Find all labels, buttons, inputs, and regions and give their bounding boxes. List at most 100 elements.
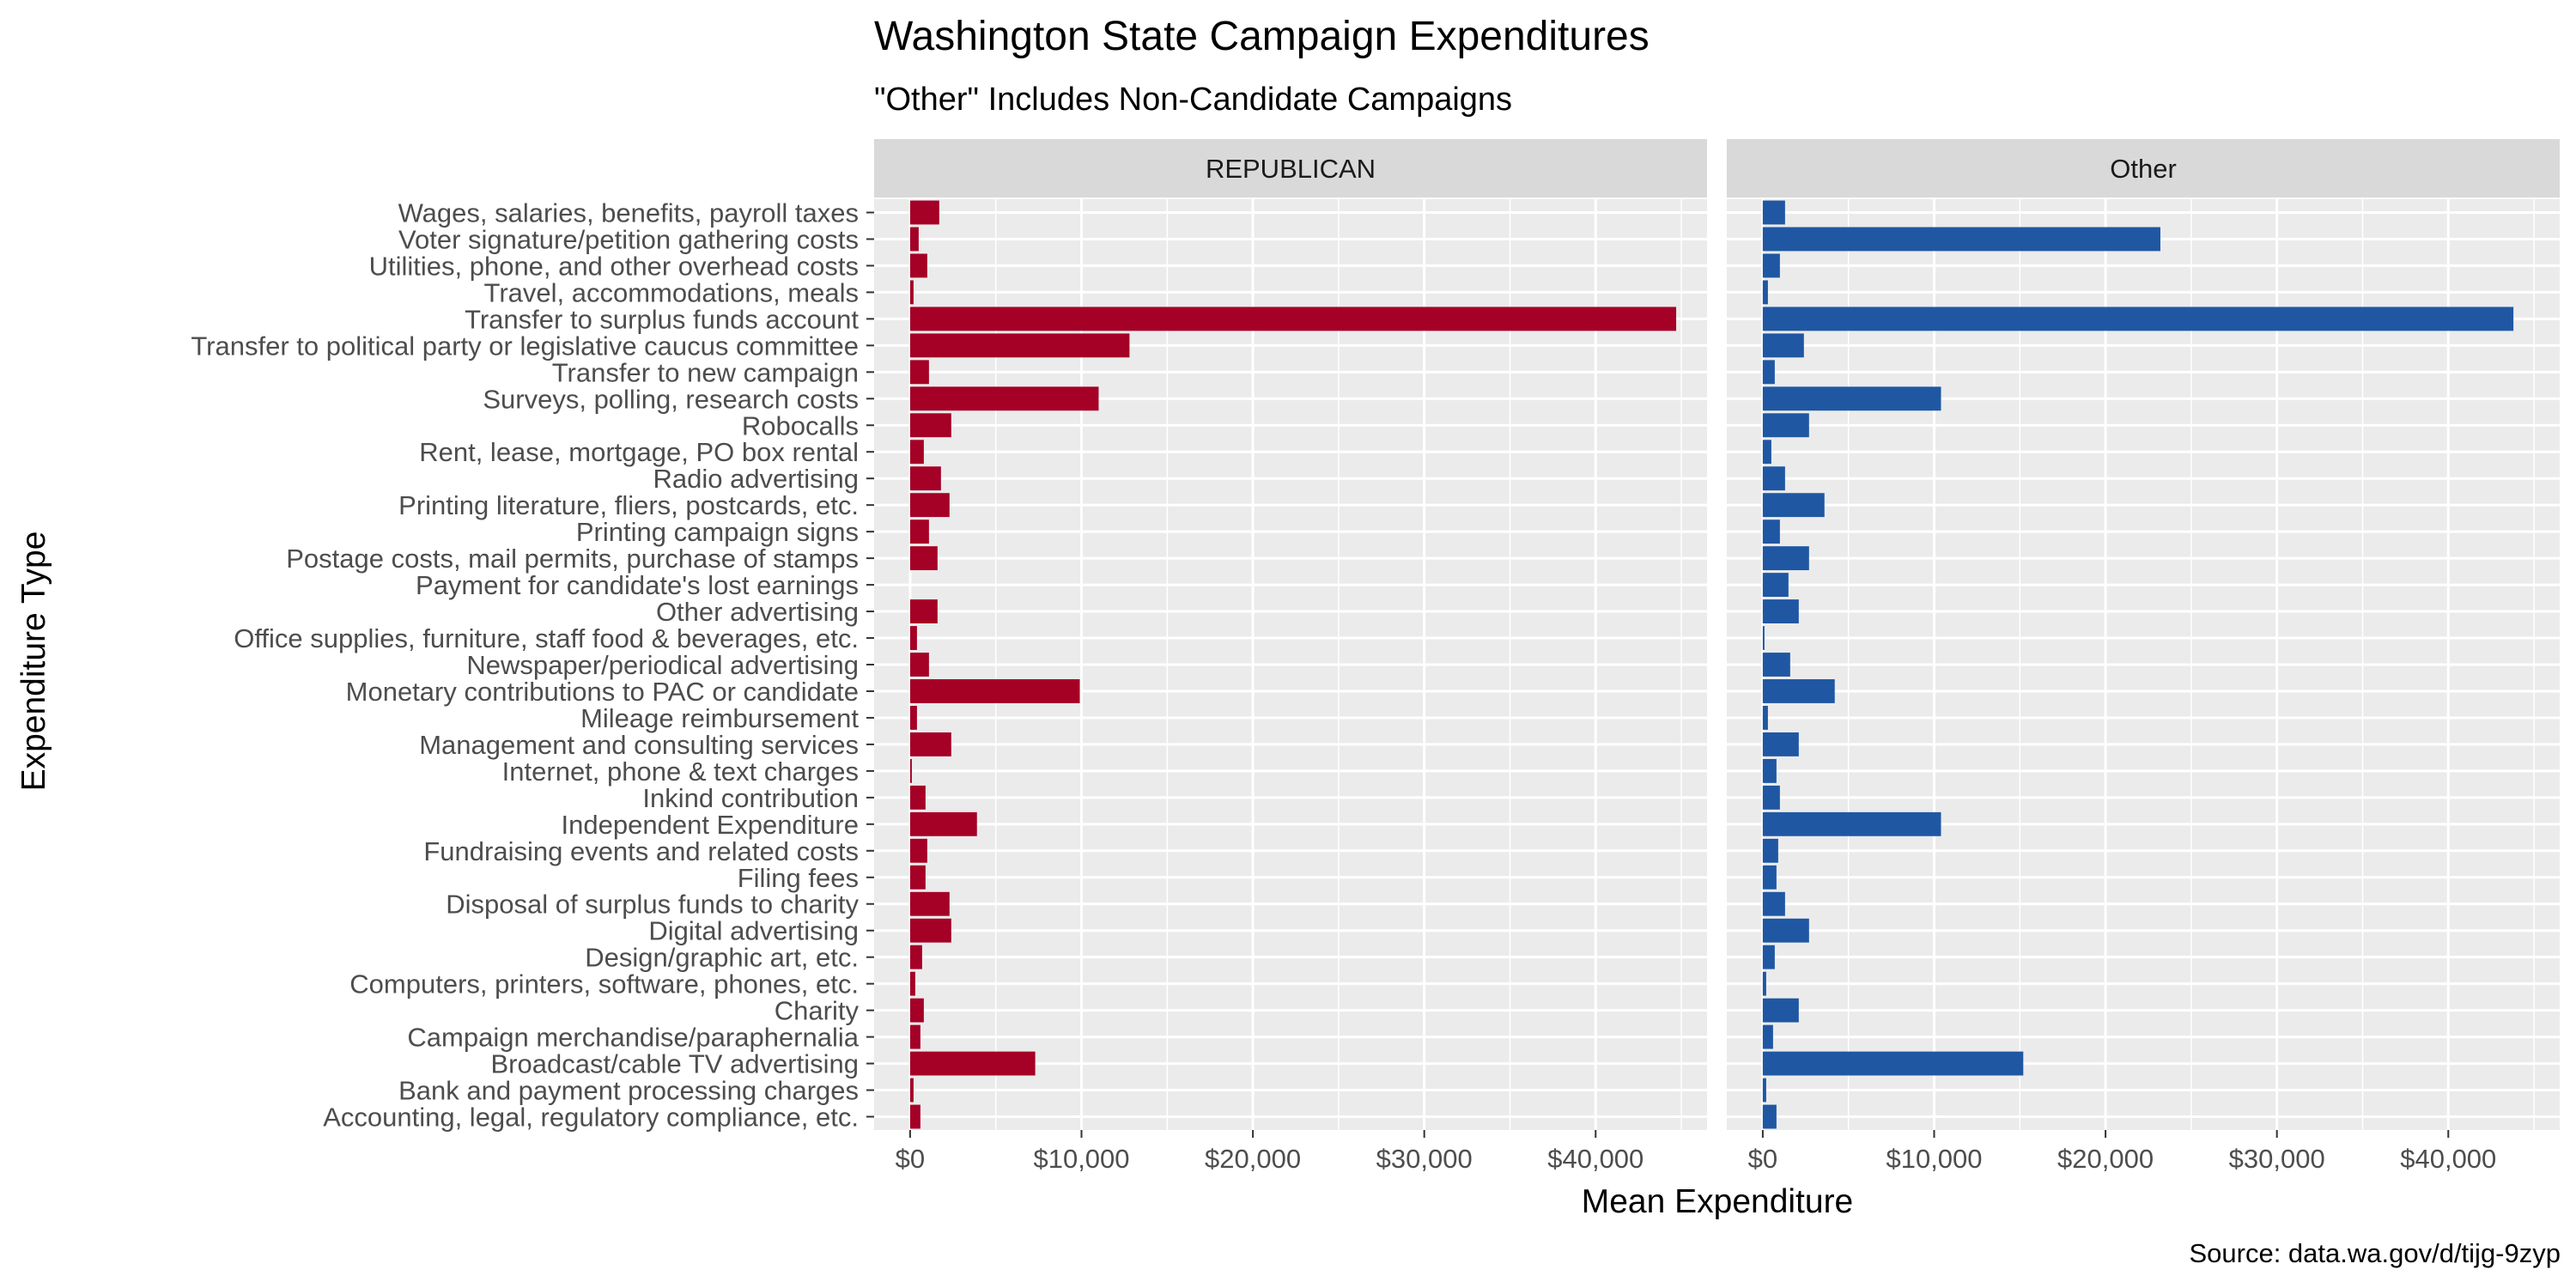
chart-subtitle: "Other" Includes Non-Candidate Campaigns <box>874 82 1512 118</box>
bar-other-printing-campaign-signs <box>1762 519 1780 544</box>
bar-republican-management-and-consulting-services <box>909 732 951 756</box>
bar-other-payment-for-candidate-s-lost-earnings <box>1762 573 1789 598</box>
bar-republican-voter-signature-petition-gathering-costs <box>909 227 919 252</box>
y-tick-label: Bank and payment processing charges <box>398 1076 859 1106</box>
bar-republican-independent-expenditure <box>909 811 977 836</box>
bar-other-printing-literature-fliers-postcards-etc <box>1762 493 1825 518</box>
bar-republican-accounting-legal-regulatory-compliance-etc <box>909 1104 920 1129</box>
bar-other-rent-lease-mortgage-po-box-rental <box>1762 440 1771 465</box>
bar-other-inkind-contribution <box>1762 785 1780 810</box>
y-tick-label: Mileage reimbursement <box>580 703 859 733</box>
y-tick-label: Fundraising events and related costs <box>423 836 859 866</box>
bar-republican-campaign-merchandise-paraphernalia <box>909 1024 920 1049</box>
bar-republican-other-advertising <box>909 599 938 623</box>
y-tick-label: Independent Expenditure <box>562 810 859 840</box>
y-tick-label: Utilities, phone, and other overhead cos… <box>369 251 859 281</box>
bar-republican-mileage-reimbursement <box>909 706 917 730</box>
bar-other-charity <box>1762 998 1799 1023</box>
bar-other-radio-advertising <box>1762 466 1785 491</box>
bar-republican-bank-and-payment-processing-charges <box>909 1078 914 1103</box>
bar-republican-postage-costs-mail-permits-purchase-of-stamps <box>909 546 938 571</box>
chart-title: Washington State Campaign Expenditures <box>874 14 1649 59</box>
bar-other-travel-accommodations-meals <box>1762 280 1768 305</box>
bar-other-bank-and-payment-processing-charges <box>1762 1078 1766 1103</box>
bar-other-monetary-contributions-to-pac-or-candidate <box>1762 679 1835 703</box>
y-axis-ticks: Wages, salaries, benefits, payroll taxes… <box>191 197 874 1133</box>
x-tick-label: $10,000 <box>1033 1144 1129 1174</box>
y-tick-label: Filing fees <box>738 863 859 893</box>
bar-other-filing-fees <box>1762 865 1777 890</box>
y-tick-label: Radio advertising <box>653 464 859 494</box>
bar-other-internet-phone-text-charges <box>1762 758 1777 783</box>
x-tick-label: $30,000 <box>1376 1144 1473 1174</box>
bar-republican-transfer-to-political-party-or-legislative-caucus-committee <box>909 333 1130 358</box>
y-tick-label: Disposal of surplus funds to charity <box>446 890 859 920</box>
y-tick-label: Printing literature, fliers, postcards, … <box>398 490 859 520</box>
bar-other-office-supplies-furniture-staff-food-beverages-etc <box>1762 626 1765 650</box>
x-tick-label: $40,000 <box>1547 1144 1643 1174</box>
y-tick-label: Rent, lease, mortgage, PO box rental <box>419 437 859 467</box>
y-tick-label: Computers, printers, software, phones, e… <box>349 969 859 999</box>
bar-republican-inkind-contribution <box>909 785 926 810</box>
x-tick-label: $0 <box>896 1144 925 1174</box>
bar-other-transfer-to-new-campaign <box>1762 360 1775 385</box>
x-tick-label: $30,000 <box>2229 1144 2325 1174</box>
y-tick-label: Broadcast/cable TV advertising <box>491 1049 860 1079</box>
bar-republican-radio-advertising <box>909 466 941 491</box>
bar-republican-rent-lease-mortgage-po-box-rental <box>909 440 924 465</box>
x-tick-label: $40,000 <box>2400 1144 2496 1174</box>
bar-other-design-graphic-art-etc <box>1762 945 1775 969</box>
y-tick-label: Surveys, polling, research costs <box>483 384 859 414</box>
bar-republican-robocalls <box>909 413 951 438</box>
y-tick-label: Accounting, legal, regulatory compliance… <box>323 1103 859 1133</box>
bar-republican-travel-accommodations-meals <box>909 280 914 305</box>
x-axis-title: Mean Expenditure <box>1582 1183 1854 1220</box>
bar-other-wages-salaries-benefits-payroll-taxes <box>1762 200 1785 225</box>
bar-other-independent-expenditure <box>1762 811 1941 836</box>
y-tick-label: Transfer to surplus funds account <box>465 304 859 334</box>
y-tick-label: Voter signature/petition gathering costs <box>398 224 859 254</box>
facet-strip <box>1727 139 2560 197</box>
bar-republican-disposal-of-surplus-funds-to-charity <box>909 891 950 916</box>
bar-republican-newspaper-periodical-advertising <box>909 653 929 677</box>
bar-other-disposal-of-surplus-funds-to-charity <box>1762 891 1785 916</box>
bar-other-postage-costs-mail-permits-purchase-of-stamps <box>1762 546 1809 571</box>
y-tick-label: Other advertising <box>656 597 859 627</box>
x-tick-label: $20,000 <box>1205 1144 1301 1174</box>
bar-republican-broadcast-cable-tv-advertising <box>909 1051 1036 1076</box>
y-tick-label: Management and consulting services <box>419 730 859 760</box>
bar-other-broadcast-cable-tv-advertising <box>1762 1051 2024 1076</box>
bar-republican-utilities-phone-and-other-overhead-costs <box>909 253 927 278</box>
y-tick-label: Transfer to new campaign <box>552 357 859 387</box>
bar-other-digital-advertising <box>1762 918 1809 943</box>
bar-other-voter-signature-petition-gathering-costs <box>1762 227 2160 252</box>
x-tick-label: $0 <box>1748 1144 1777 1174</box>
bar-republican-printing-literature-fliers-postcards-etc <box>909 493 950 518</box>
bar-republican-filing-fees <box>909 865 926 890</box>
bar-republican-charity <box>909 998 924 1023</box>
y-tick-label: Charity <box>775 996 860 1026</box>
bar-republican-fundraising-events-and-related-costs <box>909 838 927 863</box>
y-tick-label: Campaign merchandise/paraphernalia <box>407 1023 859 1053</box>
x-axis-ticks: $0 $10,000 $20,000 $30,000 $40,000 $0 $10,000 $… <box>896 1130 2496 1174</box>
x-tick-label: $10,000 <box>1886 1144 1982 1174</box>
bar-republican-internet-phone-text-charges <box>909 758 912 783</box>
y-tick-label: Robocalls <box>742 410 859 440</box>
y-tick-label: Travel, accommodations, meals <box>484 277 859 307</box>
bar-republican-design-graphic-art-etc <box>909 945 922 969</box>
facet-strip <box>874 139 1707 197</box>
x-tick-label: $20,000 <box>2057 1144 2154 1174</box>
y-tick-label: Wages, salaries, benefits, payroll taxes <box>398 197 859 228</box>
y-tick-label: Internet, phone & text charges <box>502 756 859 787</box>
panel-other: Other <box>1727 139 2560 1130</box>
bar-other-utilities-phone-and-other-overhead-costs <box>1762 253 1780 278</box>
bar-other-campaign-merchandise-paraphernalia <box>1762 1024 1773 1049</box>
y-tick-label: Office supplies, furniture, staff food &… <box>234 623 859 653</box>
bar-other-transfer-to-surplus-funds-account <box>1762 307 2514 331</box>
bar-other-newspaper-periodical-advertising <box>1762 653 1790 677</box>
facet-panels: REPUBLICAN Other <box>874 139 2560 1130</box>
bar-other-computers-printers-software-phones-etc <box>1762 971 1766 996</box>
bar-other-transfer-to-political-party-or-legislative-caucus-committee <box>1762 333 1804 358</box>
bar-republican-surveys-polling-research-costs <box>909 386 1099 411</box>
